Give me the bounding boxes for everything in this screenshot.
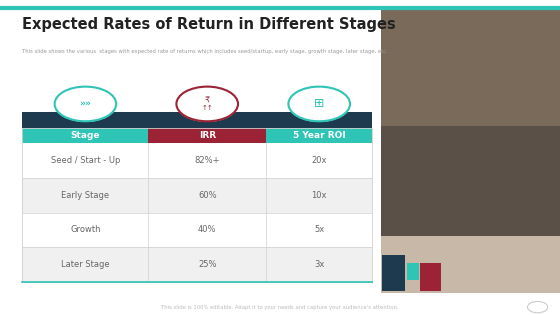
Text: ₹: ₹: [204, 96, 210, 105]
Text: 5 Year ROI: 5 Year ROI: [293, 131, 346, 140]
FancyBboxPatch shape: [22, 178, 372, 213]
FancyBboxPatch shape: [148, 128, 266, 143]
Text: Seed / Start - Up: Seed / Start - Up: [51, 156, 120, 165]
FancyBboxPatch shape: [381, 6, 560, 293]
Text: 40%: 40%: [198, 226, 217, 234]
Text: ↑↑: ↑↑: [202, 105, 213, 112]
FancyBboxPatch shape: [22, 112, 372, 128]
Text: IRR: IRR: [199, 131, 216, 140]
FancyBboxPatch shape: [22, 213, 372, 247]
Circle shape: [176, 87, 238, 121]
FancyBboxPatch shape: [22, 247, 372, 282]
Text: 10x: 10x: [311, 191, 327, 200]
Text: Stage: Stage: [71, 131, 100, 140]
Text: 25%: 25%: [198, 260, 217, 269]
Text: 3x: 3x: [314, 260, 324, 269]
Circle shape: [288, 87, 350, 121]
Text: 5x: 5x: [314, 226, 324, 234]
FancyBboxPatch shape: [407, 263, 419, 280]
Text: This slide shows the various  stages with expected rate of returns which include: This slide shows the various stages with…: [22, 49, 388, 54]
Text: Later Stage: Later Stage: [61, 260, 110, 269]
Bar: [22, 128, 372, 282]
Text: Growth: Growth: [70, 226, 101, 234]
Text: 60%: 60%: [198, 191, 217, 200]
FancyBboxPatch shape: [381, 126, 560, 236]
Text: »»: »»: [80, 100, 91, 108]
Text: 82%+: 82%+: [194, 156, 220, 165]
FancyBboxPatch shape: [22, 143, 372, 178]
Text: ⊞: ⊞: [314, 97, 324, 111]
FancyBboxPatch shape: [382, 255, 405, 291]
Text: Early Stage: Early Stage: [62, 191, 109, 200]
FancyBboxPatch shape: [266, 128, 372, 143]
FancyBboxPatch shape: [381, 6, 560, 126]
Text: Expected Rates of Return in Different Stages: Expected Rates of Return in Different St…: [22, 17, 396, 32]
FancyBboxPatch shape: [420, 263, 441, 291]
FancyBboxPatch shape: [22, 128, 148, 143]
Text: This slide is 100% editable. Adapt it to your needs and capture your audience's : This slide is 100% editable. Adapt it to…: [161, 305, 399, 310]
Text: 20x: 20x: [311, 156, 327, 165]
Circle shape: [54, 87, 116, 121]
FancyBboxPatch shape: [381, 236, 560, 293]
